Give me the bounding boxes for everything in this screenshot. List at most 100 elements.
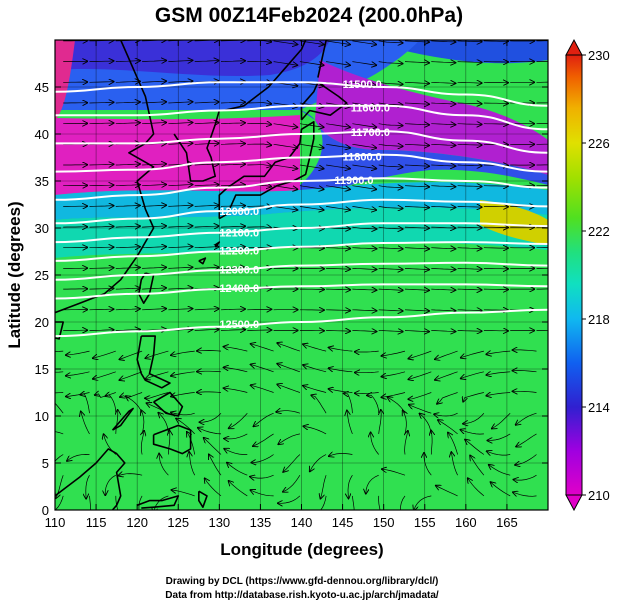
coastline	[218, 121, 315, 220]
streamline	[104, 434, 117, 455]
streamline	[247, 144, 271, 145]
streamline	[227, 463, 248, 476]
streamline	[142, 309, 166, 310]
streamline	[89, 330, 114, 331]
streamline	[514, 474, 537, 480]
streamline	[404, 82, 429, 83]
streamline	[247, 123, 271, 124]
streamline	[487, 451, 511, 455]
streamline	[382, 350, 406, 356]
y-tick-label: 15	[35, 362, 49, 377]
streamline	[513, 371, 537, 372]
streamline	[247, 330, 271, 331]
streamline	[404, 310, 429, 311]
streamline	[220, 247, 245, 248]
height-contour	[55, 104, 548, 131]
streamline	[120, 371, 143, 380]
streamline	[142, 61, 166, 62]
streamline	[378, 82, 403, 84]
streamline	[55, 431, 64, 435]
streamline	[326, 61, 350, 66]
height-contour	[55, 153, 548, 173]
streamline	[115, 164, 140, 165]
streamline	[220, 185, 245, 186]
streamline	[115, 309, 140, 310]
streamline	[142, 205, 166, 206]
streamline	[299, 164, 324, 169]
streamline	[283, 475, 301, 492]
streamline	[414, 495, 432, 510]
streamline	[187, 432, 196, 455]
streamline	[56, 475, 64, 498]
streamline	[197, 392, 222, 393]
coastline	[55, 448, 126, 510]
streamline	[115, 288, 140, 289]
colorbar: 210 214 218 222 226 230	[565, 38, 610, 512]
streamline	[329, 368, 353, 372]
temperature-band	[480, 200, 548, 245]
streamline	[67, 454, 90, 461]
streamline	[470, 456, 485, 476]
streamline	[400, 495, 406, 510]
streamline	[329, 454, 353, 457]
streamline	[404, 186, 429, 187]
streamline	[457, 41, 482, 42]
x-tick-label: 140	[291, 515, 313, 530]
streamline	[220, 226, 245, 227]
streamline	[536, 329, 548, 331]
streamline	[352, 81, 376, 86]
temperature-band	[55, 40, 75, 120]
streamline	[220, 144, 245, 145]
streamline	[404, 124, 429, 125]
streamline	[378, 124, 403, 126]
streamline	[250, 475, 274, 478]
streamline	[220, 268, 245, 269]
streamline	[378, 186, 403, 188]
streamline	[404, 165, 429, 166]
streamline	[158, 413, 169, 434]
streamline	[115, 81, 140, 82]
streamline	[320, 495, 327, 510]
streamline	[126, 396, 143, 414]
streamline	[168, 247, 192, 248]
streamline	[299, 206, 324, 210]
streamline	[93, 371, 116, 379]
streamline	[382, 371, 406, 377]
streamline	[205, 478, 222, 497]
streamline	[513, 492, 537, 496]
streamline	[431, 124, 455, 125]
streamline	[326, 331, 350, 332]
streamline	[352, 289, 376, 290]
height-contour	[55, 222, 548, 244]
streamline	[457, 124, 482, 125]
streamline	[378, 144, 403, 146]
streamline	[115, 102, 140, 103]
streamline	[457, 103, 482, 104]
streamline	[168, 226, 192, 227]
streamline	[81, 412, 90, 435]
streamline	[194, 123, 219, 124]
streamline	[303, 365, 327, 373]
streamline	[457, 227, 482, 228]
streamline	[326, 123, 350, 128]
streamline	[168, 60, 192, 61]
streamline	[436, 486, 458, 497]
streamline	[457, 165, 482, 166]
streamline	[168, 267, 192, 268]
y-tick-label: 45	[35, 80, 49, 95]
streamline	[326, 185, 350, 190]
streamline	[220, 206, 245, 207]
streamline	[431, 144, 455, 145]
streamline	[142, 102, 166, 103]
streamline	[303, 344, 327, 352]
streamline	[379, 410, 382, 434]
streamline	[378, 495, 381, 510]
streamline	[431, 186, 455, 187]
streamline	[431, 41, 455, 42]
streamline	[105, 474, 116, 495]
streamline	[171, 392, 195, 397]
streamline	[171, 371, 195, 376]
x-tick-label: 165	[496, 515, 518, 530]
streamline	[326, 164, 350, 169]
streamline	[408, 392, 432, 400]
